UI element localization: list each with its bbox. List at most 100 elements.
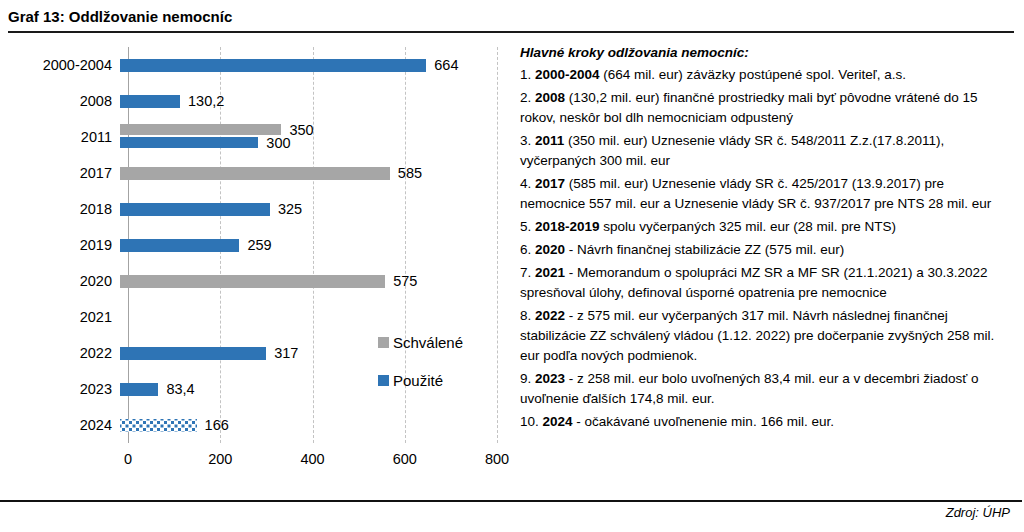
note-item: 5. 2018-2019 spolu vyčerpaných 325 mil. … [520,217,1010,237]
chart-row: 2008 130,2 [8,83,514,119]
note-text: - Návrh finančnej stabilizácie ZZ (575 m… [565,242,844,257]
bar-area: 350300 [120,119,500,155]
x-tick-label: 400 [300,451,324,467]
category-label: 2022 [8,335,120,371]
legend-marker-pouzite [378,375,389,386]
legend-item-pouzite: Použité [378,372,463,389]
note-number: 8. [520,308,535,323]
bar-area: 585 [120,155,500,191]
note-text: (130,2 mil. eur) finančné prostriedky ma… [520,90,978,125]
figure-header: Graf 13: Oddlžovanie nemocníc [0,0,1024,33]
chart-row: 2024166 [8,407,514,443]
legend-item-schvalene: Schválené [378,334,463,351]
bar-value-label: 585 [398,165,422,181]
legend-marker-schvalene [378,337,389,348]
note-text: - očakávané uvoľnenenie min. 166 mil. eu… [573,414,834,429]
note-item: 1. 2000-2004 (664 mil. eur) záväzky post… [520,65,1010,85]
note-item: 8. 2022 - z 575 mil. eur vyčerpaných 317… [520,306,1010,366]
category-label: 2021 [8,299,120,335]
note-text: (664 mil. eur) záväzky postúpené spol. V… [600,67,906,82]
note-item: 3. 2011 (350 mil. eur) Uznesenie vlády S… [520,131,1010,171]
note-text: (585 mil. eur) Uznesenie vlády SR č. 425… [520,176,991,211]
note-year: 2022 [535,308,565,323]
bar-schvalene [120,124,281,135]
note-text: spolu vyčerpaných 325 mil. eur (28 mil. … [600,219,896,234]
bar-pouzite [120,137,258,148]
note-year: 2020 [535,242,565,257]
bar-value-label: 317 [274,345,298,361]
bar-value-label: 350 [289,122,313,138]
x-tick-label: 200 [208,451,232,467]
bar-value-label: 325 [278,201,302,217]
notes-panel: Hlavné kroky odlžovania nemocníc: 1. 200… [514,33,1010,443]
bar-area: 575 [120,263,500,299]
category-label: 2024 [8,407,120,443]
category-label: 2019 [8,227,120,263]
bar-pouzite [120,95,180,108]
chart-row: 2019 259 [8,227,514,263]
notes-list: 1. 2000-2004 (664 mil. eur) záväzky post… [520,65,1010,432]
category-label: 2008 [8,83,120,119]
note-year: 2021 [535,265,565,280]
legend-label-schvalene: Schválené [393,334,463,351]
category-label: 2020 [8,263,120,299]
bar-value-label: 83,4 [166,381,194,397]
note-item: 9. 2023 - z 258 mil. eur bolo uvoľnených… [520,369,1010,409]
figure-page: Graf 13: Oddlžovanie nemocníc Schválené … [0,0,1024,532]
note-year: 2017 [535,176,565,191]
note-number: 9. [520,371,535,386]
note-year: 2024 [543,414,573,429]
category-label: 2018 [8,191,120,227]
note-text: - z 258 mil. eur bolo uvoľnených 83,4 mi… [520,371,979,406]
source-label: Zdroj: ÚHP [946,505,1010,520]
note-text: - z 575 mil. eur vyčerpaných 317 mil. Ná… [520,308,994,363]
figure-content: Schválené Použité 2000-20046642008130,22… [0,33,1024,443]
bar-value-label: 300 [266,135,290,151]
note-text: (350 mil. eur) Uznesenie vlády SR č. 548… [520,133,944,168]
note-year: 2018-2019 [535,219,600,234]
notes-heading: Hlavné kroky odlžovania nemocníc: [520,43,1010,63]
bar-area: 130,2 [120,83,500,119]
bar-pouzite [120,59,426,72]
bar-area: 664 [120,47,500,83]
chart-row: 2017585 [8,155,514,191]
note-text: - Memorandum o spolupráci MZ SR a MF SR … [520,265,988,300]
note-year: 2023 [535,371,565,386]
note-number: 6. [520,242,535,257]
bar-value-label: 575 [393,273,417,289]
bottom-rule [0,500,1022,502]
bar-area: 166 [120,407,500,443]
bar-area [120,299,500,335]
bar-pouzite [120,239,239,252]
chart-row: 2011350300 [8,119,514,155]
note-item: 10. 2024 - očakávané uvoľnenenie min. 16… [520,412,1010,432]
x-axis: 0200400600800 [128,451,497,471]
chart-row: 2018 325 [8,191,514,227]
note-year: 2011 [535,133,564,148]
note-number: 4. [520,176,535,191]
note-year: 2000-2004 [535,67,600,82]
bar-schvalene [120,275,385,288]
bar-area: 259 [120,227,500,263]
note-number: 1. [520,67,535,82]
legend-label-pouzite: Použité [393,372,443,389]
note-number: 5. [520,219,535,234]
bar-value-label: 259 [247,237,271,253]
note-item: 4. 2017 (585 mil. eur) Uznesenie vlády S… [520,174,1010,214]
note-item: 2. 2008 (130,2 mil. eur) finančné prostr… [520,88,1010,128]
category-label: 2023 [8,371,120,407]
bar-area: 325 [120,191,500,227]
x-tick-label: 600 [393,451,417,467]
bar-value-label: 130,2 [188,93,224,109]
note-number: 10. [520,414,543,429]
chart-row: 2020 575 [8,263,514,299]
category-label: 2000-2004 [8,47,120,83]
bar-schvalene [120,167,390,180]
chart-row: 2000-2004664 [8,47,514,83]
bar-pouzite [120,383,158,396]
chart-legend: Schválené Použité [378,334,463,410]
chart-row: 2021 [8,299,514,335]
x-tick-label: 0 [124,451,132,467]
note-item: 7. 2021 - Memorandum o spolupráci MZ SR … [520,263,1010,303]
bar-chart: Schválené Použité 2000-20046642008130,22… [8,33,514,443]
